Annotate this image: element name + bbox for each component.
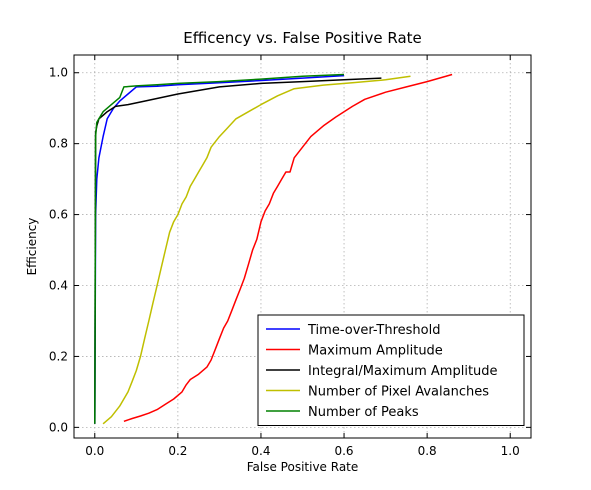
series-layer	[94, 73, 453, 425]
y-tick-label: 0.6	[49, 208, 68, 222]
x-tick-label: 0.8	[418, 444, 437, 458]
x-tick-label: 0.0	[85, 444, 104, 458]
legend-box	[257, 314, 525, 426]
x-tick-label: 0.6	[334, 444, 353, 458]
y-tick-label: 0.2	[49, 349, 68, 363]
y-tick-label: 1.0	[49, 66, 68, 80]
x-tick-label: 0.4	[251, 444, 270, 458]
series-line-maximum-amplitude	[123, 73, 453, 423]
axes-frame	[73, 54, 532, 439]
y-tick-label: 0.4	[49, 279, 68, 293]
legend-label-number-of-peaks: Number of Peaks	[308, 405, 419, 420]
legend-label-number-of-pixel-avalanches: Number of Pixel Avalanches	[308, 385, 489, 400]
x-tick-label: 0.2	[168, 444, 187, 458]
ticks-layer: 0.0 0.2 0.4 0.6 0.8 1.0 0.0 0.2 0.4 0.6 0.8 1.0	[49, 55, 531, 458]
x-axis-label: False Positive Rate	[247, 460, 359, 474]
legend-label-integral-maximum-amplitude: Integral/Maximum Amplitude	[308, 364, 498, 379]
legend: Time-over-Threshold Maximum Amplitude Inte…	[257, 314, 525, 426]
y-tick-label: 0.0	[49, 420, 68, 434]
series-line-time-over-threshold	[94, 74, 345, 424]
y-tick-label: 0.8	[49, 137, 68, 151]
series-line-integral-maximum-amplitude	[94, 77, 382, 424]
legend-label-time-over-threshold: Time-over-Threshold	[307, 323, 440, 338]
series-line-number-of-pixel-avalanches	[102, 75, 411, 425]
legend-label-maximum-amplitude: Maximum Amplitude	[308, 344, 443, 359]
x-tick-label: 1.0	[501, 444, 520, 458]
series-line-number-of-peaks	[94, 73, 345, 424]
chart-title: Efficency vs. False Positive Rate	[183, 29, 422, 47]
y-axis-label: Efficiency	[25, 218, 39, 276]
